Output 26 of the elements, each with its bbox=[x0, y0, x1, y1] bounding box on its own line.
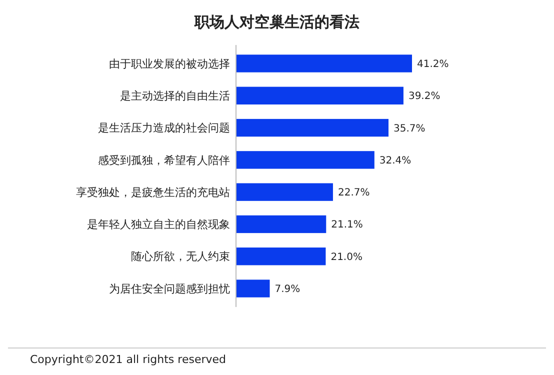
data-label: 41.2% bbox=[417, 58, 449, 70]
data-label: 22.7% bbox=[338, 188, 370, 199]
y-tick-label: 感受到孤独，希望有人陪伴 bbox=[98, 154, 230, 167]
text: Copyright©2021 all rights reserved bbox=[30, 353, 226, 366]
bar bbox=[236, 54, 412, 72]
y-tick-label: 是年轻人独立自主的自然现象 bbox=[87, 218, 230, 232]
data-label: 21.1% bbox=[331, 220, 363, 231]
data-label: 7.9% bbox=[274, 284, 300, 296]
data-label: 32.4% bbox=[379, 155, 412, 166]
bar bbox=[236, 215, 326, 234]
y-tick-label: 为居住安全问题感到担忧 bbox=[109, 282, 230, 296]
bar bbox=[236, 280, 270, 298]
bar bbox=[236, 151, 374, 169]
bar bbox=[236, 86, 404, 104]
y-tick-label: 是主动选择的自由生活 bbox=[120, 89, 230, 102]
data-label: 39.2% bbox=[408, 91, 440, 102]
bar bbox=[236, 183, 333, 201]
y-tick-label: 由于职业发展的被动选择 bbox=[109, 57, 230, 70]
y-tick-label: 是生活压力造成的社会问题 bbox=[98, 122, 230, 135]
data-label: 21.0% bbox=[330, 252, 362, 263]
chart-title: 职场人对空巢生活的看法 bbox=[194, 13, 360, 31]
bar bbox=[236, 118, 389, 137]
data-label: 35.7% bbox=[394, 123, 426, 134]
bar bbox=[236, 248, 326, 266]
y-tick-label: 随心所欲，无人约束 bbox=[131, 250, 230, 264]
y-tick-label: 享受独处，是疲惫生活的充电站 bbox=[76, 186, 230, 199]
